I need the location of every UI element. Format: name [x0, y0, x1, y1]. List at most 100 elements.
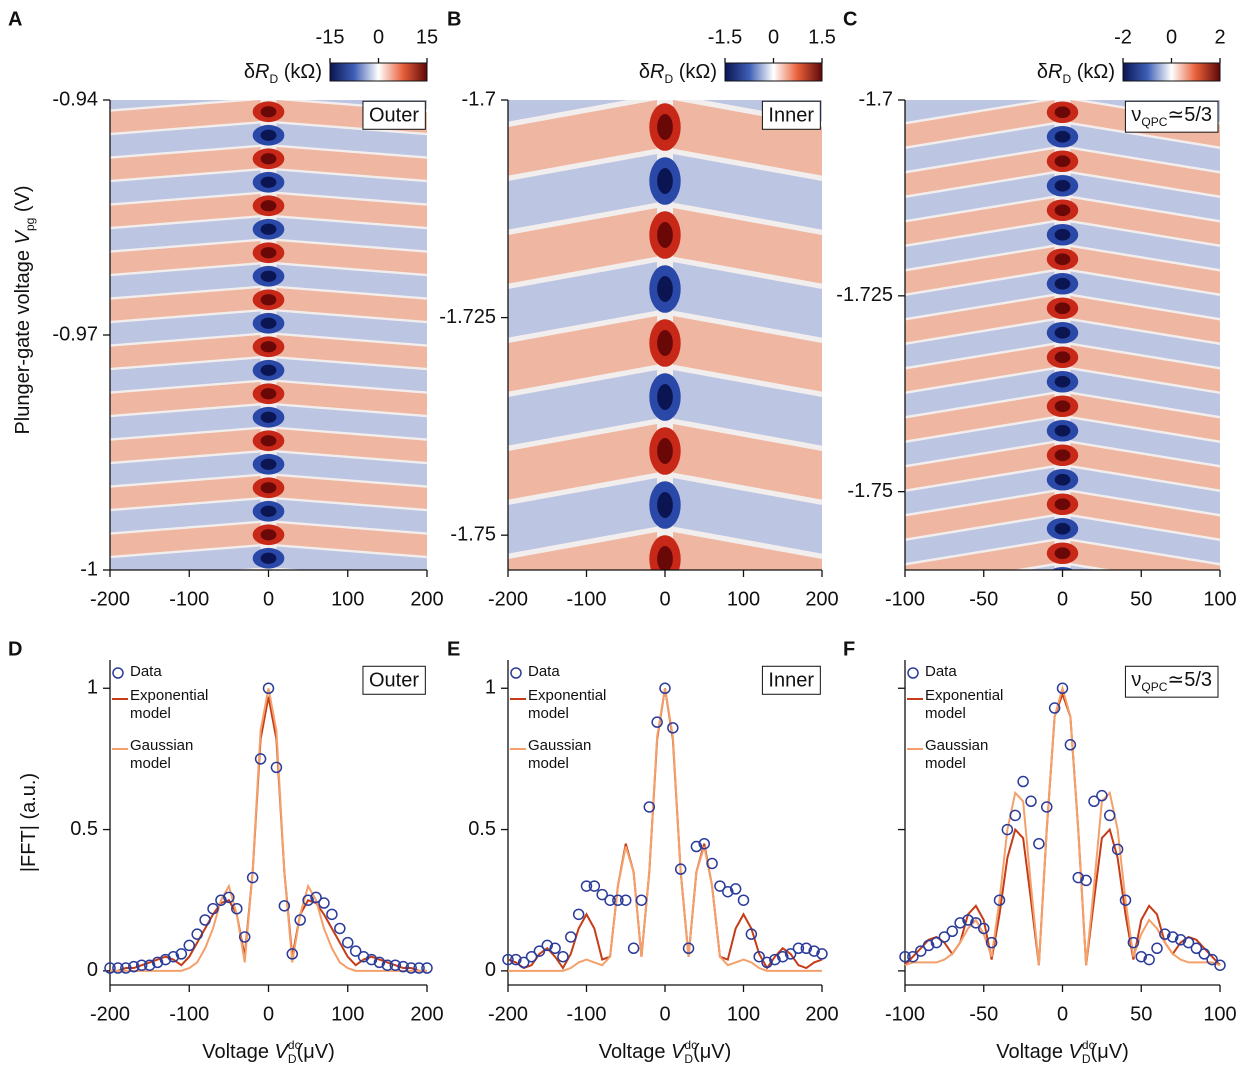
data-point [915, 945, 927, 957]
panel-letter: B [447, 8, 461, 30]
y-tick-label: -0.94 [52, 88, 98, 110]
x-tick-label: 0 [659, 588, 670, 610]
legend-entry: Data [130, 663, 162, 680]
colorbar-label-part: (kΩ) [278, 61, 322, 83]
y-tick-label: -1.75 [450, 523, 496, 545]
x-axis-label: Voltage Vdc D(μV) [202, 1038, 335, 1066]
legend-entry: Exponential model [130, 687, 208, 722]
x-tick-label: 0 [263, 588, 274, 610]
data-point [231, 902, 243, 915]
data-point [541, 939, 553, 952]
legend-entry: Data [925, 663, 957, 680]
colorbar-tick-label: 0 [1166, 26, 1177, 48]
legend-entry: Exponential model [925, 687, 1003, 722]
inset-box [761, 665, 821, 695]
data-point [286, 948, 299, 960]
data-point [1167, 931, 1179, 943]
colorbar-label-part: δ [1037, 61, 1048, 83]
y-tick-label: 0.5 [70, 818, 98, 840]
x-tick-label: 200 [805, 588, 838, 610]
colorbar-label-part: D [270, 72, 279, 86]
data-point [1104, 809, 1116, 822]
x-tick-label: 50 [1130, 1003, 1152, 1025]
legend-label: Exponential model [528, 687, 607, 722]
data-point [334, 922, 346, 935]
data-point [421, 962, 433, 974]
x-axis-label-part: (μV) [1091, 1041, 1129, 1063]
colorbar-tick-label: 0 [373, 26, 384, 48]
data-point [745, 928, 758, 940]
x-tick-label: -200 [488, 588, 528, 610]
data-point [175, 948, 188, 960]
legend-entry: Gaussian model [925, 737, 988, 772]
data-point [1206, 953, 1218, 966]
colorbar-label-part: D [1063, 72, 1072, 86]
legend-entry: Gaussian model [130, 737, 193, 772]
model-curve [508, 688, 822, 972]
data-point [667, 722, 679, 734]
data-point [1119, 894, 1132, 906]
x-tick-label: -200 [90, 588, 130, 610]
data-point [1174, 934, 1187, 946]
data-point [207, 902, 219, 915]
panel-letter: E [447, 638, 460, 660]
data-point [112, 962, 124, 974]
data-point [533, 945, 546, 957]
data-point [682, 942, 695, 955]
colorbar-tick-label: -1.5 [708, 26, 742, 48]
y-axis-label: |FFT| (a.u.) [18, 773, 40, 872]
data-point [373, 956, 386, 969]
y-tick-label: 0 [87, 959, 98, 981]
x-tick-label: -200 [90, 1003, 130, 1025]
data-point [659, 682, 671, 695]
x-tick-label: -100 [169, 588, 209, 610]
data-point [318, 897, 330, 909]
data-point [389, 959, 402, 971]
data-point [643, 801, 656, 813]
colorbar-tick-label: -2 [1114, 26, 1132, 48]
data-point [270, 761, 283, 774]
data-point [816, 948, 828, 960]
data-point [1056, 682, 1069, 695]
x-axis-label-part: Voltage [202, 1041, 274, 1063]
x-axis-label-part: V [1069, 1041, 1084, 1063]
y-tick-label: -1.7 [462, 88, 496, 110]
legend-entry: Exponential model [528, 687, 607, 722]
x-axis-label-part: dc [684, 1038, 697, 1052]
data-point [159, 953, 172, 966]
data-point [310, 891, 322, 904]
data-point [549, 942, 561, 955]
data-point [985, 936, 998, 949]
data-point [769, 953, 781, 966]
inset-label: νQPC≃5/3 [1131, 669, 1212, 694]
data-point [1048, 702, 1061, 714]
inset-box [1124, 665, 1219, 698]
x-axis-label-part: (μV) [693, 1041, 731, 1063]
inset-label-part: ν [1131, 104, 1141, 126]
x-tick-label: 200 [410, 588, 443, 610]
data-point [342, 936, 354, 949]
inset-label-part: QPC [1141, 680, 1167, 694]
y-tick-label: 1 [485, 677, 496, 699]
colorbar [724, 62, 823, 82]
inset-box [362, 100, 426, 130]
data-point [635, 894, 648, 906]
data-point [690, 840, 703, 853]
data-point [183, 939, 195, 952]
x-axis-label-part: Voltage [996, 1041, 1068, 1063]
data-point [674, 863, 687, 875]
data-point [1080, 874, 1092, 887]
legend-label: Data [130, 663, 162, 680]
colorbar-label-part: (kΩ) [673, 61, 717, 83]
data-point [970, 917, 982, 929]
x-tick-label: 0 [1057, 588, 1068, 610]
colorbar [329, 62, 428, 82]
x-tick-label: 200 [805, 1003, 838, 1025]
data-point [262, 682, 275, 695]
inset-box [761, 100, 821, 130]
data-point [753, 950, 765, 963]
x-axis-label-part: dc [1082, 1038, 1095, 1052]
data-point [792, 942, 805, 955]
inset-label: νQPC≃5/3 [1131, 104, 1212, 129]
data-point [302, 894, 314, 906]
